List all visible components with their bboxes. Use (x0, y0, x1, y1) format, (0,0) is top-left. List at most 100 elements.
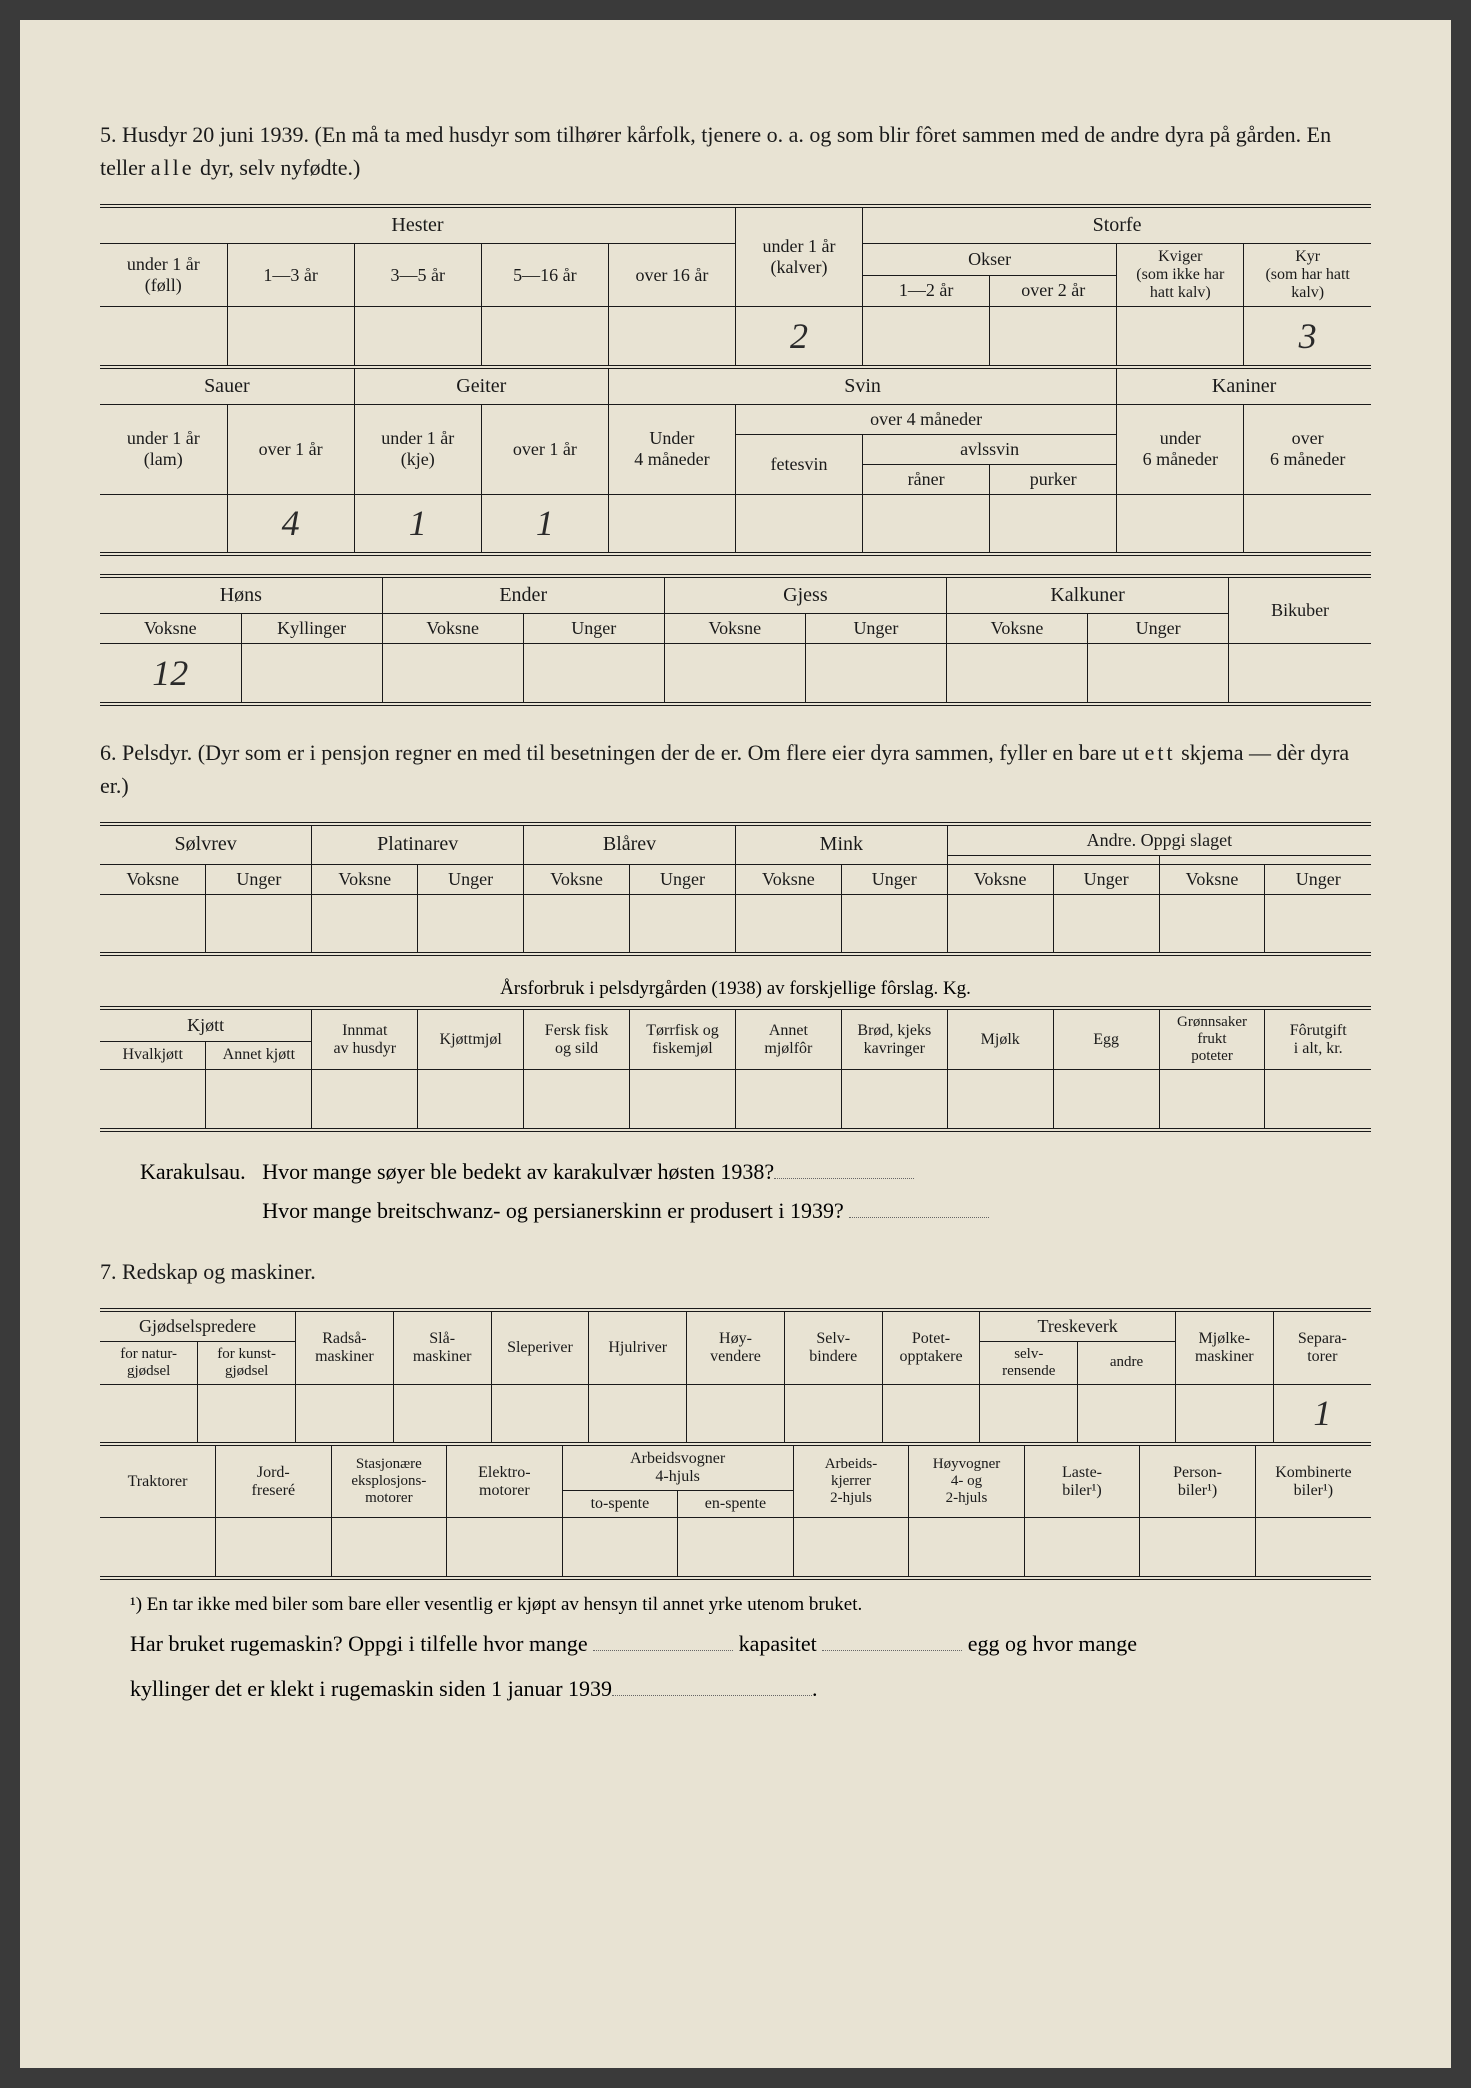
torrfisk: Tørrfisk og fiskemjøl (630, 1008, 736, 1070)
sg-v0 (100, 494, 227, 554)
p-v2 (382, 644, 523, 704)
ender: Ender (382, 576, 664, 614)
t2-v8 (1024, 1518, 1140, 1578)
p-v5 (805, 644, 946, 704)
hoyvendere: Høy- vendere (687, 1310, 785, 1385)
section5-heading: 5. Husdyr 20 juni 1939. (En må ta med hu… (100, 118, 1371, 184)
section6-number: 6. (100, 740, 117, 765)
avlssvin: avlssvin (863, 434, 1117, 464)
karakul-label: Karakulsau. (140, 1159, 246, 1184)
personbiler: Person- biler¹) (1140, 1446, 1256, 1518)
hc-v1 (227, 307, 354, 367)
f-v8 (947, 894, 1053, 954)
fodder-table: Kjøtt Innmat av husdyr Kjøttmjøl Fersk f… (100, 1006, 1371, 1132)
t1-v12: 1 (1273, 1384, 1371, 1444)
karakul-block: Karakulsau. Hvor mange søyer ble bedekt … (140, 1152, 1371, 1231)
kjottmjol: Kjøttmjøl (418, 1008, 524, 1070)
fo-v11 (1265, 1070, 1371, 1130)
o-over2: over 2 år (990, 275, 1117, 307)
brod: Brød, kjeks kavringer (841, 1008, 947, 1070)
t2-v0 (100, 1518, 216, 1578)
p-v4 (664, 644, 805, 704)
hester-hdr: Hester (100, 206, 735, 244)
sg-v2: 1 (354, 494, 481, 554)
mjolk: Mjølk (947, 1008, 1053, 1070)
p-kyllinger: Kyllinger (241, 614, 382, 644)
f-unger6: Unger (1265, 864, 1371, 894)
svin: Svin (608, 368, 1116, 404)
t2-v4 (562, 1518, 678, 1578)
platinarev: Platinarev (312, 824, 524, 865)
t1-v3 (393, 1384, 491, 1444)
fur-table: Sølvrev Platinarev Blårev Mink Andre. Op… (100, 822, 1371, 957)
t2-v5 (678, 1518, 794, 1578)
fo-v6 (735, 1070, 841, 1130)
kyr: Kyr (som har hatt kalv) (1244, 244, 1371, 307)
lastebiler: Laste- biler¹) (1024, 1446, 1140, 1518)
karakul-q1: Hvor mange søyer ble bedekt av karakulvæ… (262, 1159, 774, 1184)
ruge-q1-b: kapasitet (739, 1631, 817, 1656)
p-voksne1: Voksne (100, 614, 241, 644)
p-unger2: Unger (523, 614, 664, 644)
section7-number: 7. (100, 1259, 117, 1284)
hc-v9: 3 (1244, 307, 1371, 367)
natur: for natur- gjødsel (100, 1341, 198, 1384)
sg-v3: 1 (481, 494, 608, 554)
under1-kje: under 1 år (kje) (354, 404, 481, 494)
section5-title-end: dyr, selv nyfødte.) (194, 155, 360, 180)
gjodsel: Gjødselspredere (100, 1310, 296, 1342)
t1-v8 (882, 1384, 980, 1444)
f-v11 (1265, 894, 1371, 954)
gronnsaker: Grønnsaker frukt poteter (1159, 1008, 1265, 1070)
ruge-q1-c: egg og hvor mange (968, 1631, 1137, 1656)
traktorer: Traktorer (100, 1446, 216, 1518)
section7-heading: 7. Redskap og maskiner. (100, 1255, 1371, 1288)
t1-v9 (980, 1384, 1078, 1444)
poultry-table: Høns Ender Gjess Kalkuner Bikuber Voksne… (100, 574, 1371, 706)
hons: Høns (100, 576, 382, 614)
geiter: Geiter (354, 368, 608, 404)
t1-v7 (784, 1384, 882, 1444)
p-v0: 12 (100, 644, 241, 704)
fo-v7 (841, 1070, 947, 1130)
f-v4 (524, 894, 630, 954)
f-v10 (1159, 894, 1265, 954)
hvalkjott: Hvalkjøtt (100, 1041, 206, 1069)
fo-v2 (312, 1070, 418, 1130)
f-v0 (100, 894, 206, 954)
sg-v5 (735, 494, 862, 554)
ruge-q1: Har bruket rugemaskin? Oppgi i tilfelle … (130, 1626, 1371, 1661)
ruge-blank2 (822, 1629, 962, 1651)
f-unger1: Unger (206, 864, 312, 894)
f-voksne5: Voksne (947, 864, 1053, 894)
t2-v6 (793, 1518, 909, 1578)
annetkjott: Annet kjøtt (206, 1041, 312, 1069)
p-v8 (1229, 644, 1371, 704)
ruge-blank3 (612, 1674, 812, 1696)
under1-foll: under 1 år (føll) (100, 244, 227, 307)
kviger: Kviger (som ikke har hatt kalv) (1117, 244, 1244, 307)
section5-number: 5. (100, 122, 117, 147)
kunst: for kunst- gjødsel (198, 1341, 296, 1384)
radsa: Radså- maskiner (296, 1310, 394, 1385)
f-unger5: Unger (1053, 864, 1159, 894)
enspente: en-spente (678, 1491, 794, 1518)
hc-v6 (863, 307, 990, 367)
t1-v0 (100, 1384, 198, 1444)
fo-v8 (947, 1070, 1053, 1130)
t1-v2 (296, 1384, 394, 1444)
innmat: Innmat av husdyr (312, 1008, 418, 1070)
ruge-q2: kyllinger det er klekt i rugemaskin side… (130, 1671, 1371, 1706)
over4m: over 4 måneder (735, 404, 1116, 434)
andre-t: andre (1078, 1341, 1176, 1384)
sg-v1: 4 (227, 494, 354, 554)
horses-cattle-table: Hester under 1 år (kalver) Storfe under … (100, 204, 1371, 369)
f-unger4: Unger (841, 864, 947, 894)
kaniner: Kaniner (1117, 368, 1371, 404)
fodder-title: Årsforbruk i pelsdyrgården (1938) av for… (100, 978, 1371, 1000)
tools1-table: Gjødselspredere Radså- maskiner Slå- mas… (100, 1308, 1371, 1447)
t2-v10 (1255, 1518, 1371, 1578)
andre-blank2 (1159, 855, 1371, 864)
fo-v0 (100, 1070, 206, 1130)
ferskfisk: Fersk fisk og sild (524, 1008, 630, 1070)
